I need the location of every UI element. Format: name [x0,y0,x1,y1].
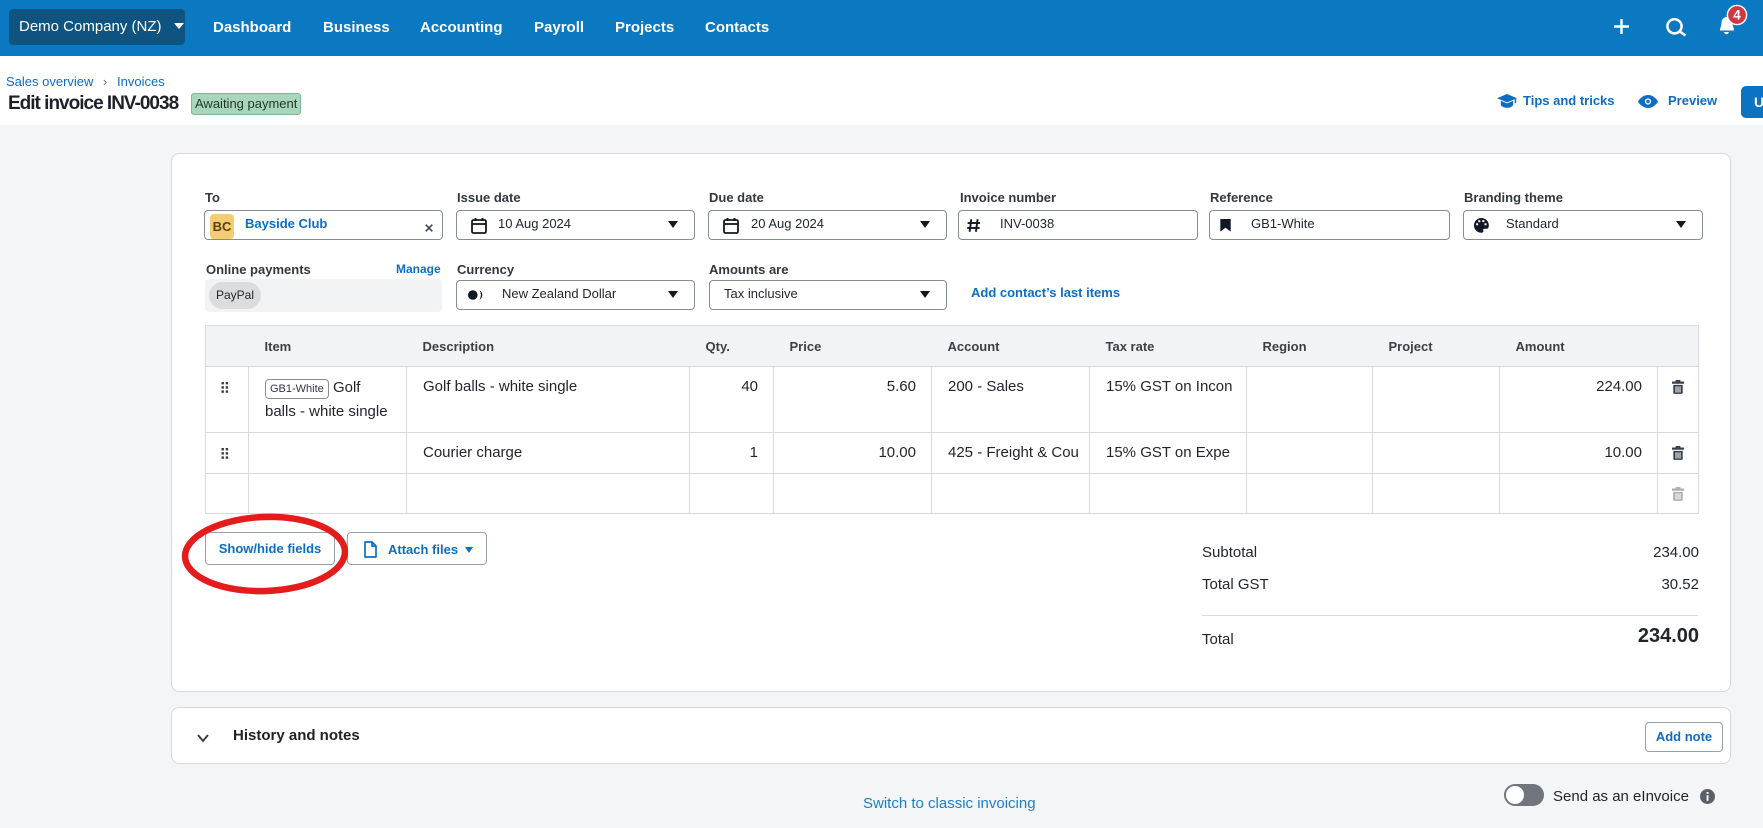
svg-text:4: 4 [1733,8,1741,23]
